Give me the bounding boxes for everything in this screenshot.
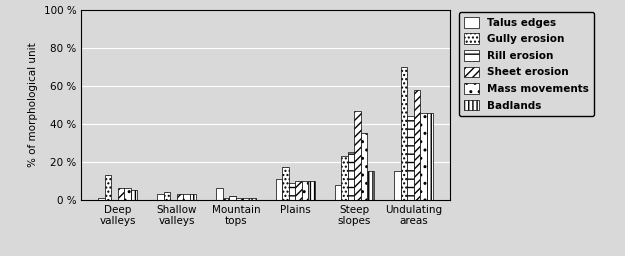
Bar (335, 185, 341, 200)
Bar (407, 116, 414, 200)
Bar (420, 113, 427, 200)
Legend: Talus edges, Gully erosion, Rill erosion, Sheet erosion, Mass movements, Badland: Talus edges, Gully erosion, Rill erosion… (459, 12, 594, 116)
Bar (368, 171, 374, 200)
Bar (341, 156, 348, 200)
Bar (190, 194, 196, 200)
Bar (216, 188, 223, 200)
Bar (118, 188, 124, 200)
Bar (229, 196, 236, 200)
Bar (394, 171, 401, 200)
Bar (276, 179, 282, 200)
Bar (98, 198, 104, 200)
Bar (177, 194, 183, 200)
Bar (183, 194, 190, 200)
Bar (427, 113, 433, 200)
Bar (348, 152, 354, 200)
Bar (361, 133, 368, 200)
Bar (223, 198, 229, 200)
Bar (131, 190, 137, 200)
Bar (401, 67, 407, 200)
Bar (282, 167, 289, 200)
Bar (308, 181, 315, 200)
Bar (354, 111, 361, 200)
Bar (249, 198, 256, 200)
Bar (158, 194, 164, 200)
Bar (414, 90, 420, 200)
Bar (164, 192, 170, 200)
Bar (242, 198, 249, 200)
Bar (124, 188, 131, 200)
Y-axis label: % of morphological unit: % of morphological unit (28, 42, 38, 167)
Bar (104, 175, 111, 200)
Bar (295, 181, 302, 200)
Bar (289, 183, 295, 200)
Bar (236, 198, 242, 200)
Bar (302, 181, 308, 200)
